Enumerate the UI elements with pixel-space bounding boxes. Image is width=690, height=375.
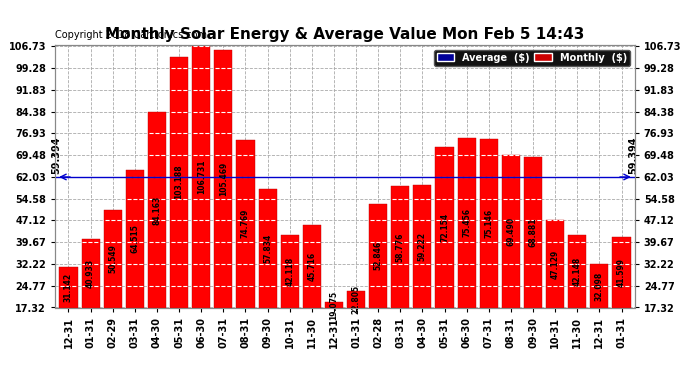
Bar [281, 235, 299, 308]
Text: 22.805: 22.805 [352, 285, 361, 314]
Text: 64.515: 64.515 [130, 224, 139, 253]
Bar [237, 140, 255, 308]
Bar [104, 210, 122, 308]
Text: 58.776: 58.776 [396, 232, 405, 262]
Text: 59.394: 59.394 [51, 136, 61, 174]
Text: 69.490: 69.490 [506, 217, 515, 246]
Text: 52.846: 52.846 [374, 241, 383, 270]
Text: 42.118: 42.118 [285, 256, 294, 286]
Bar [613, 237, 631, 308]
Text: 31.142: 31.142 [64, 273, 73, 302]
Bar [457, 138, 475, 308]
Bar [81, 238, 99, 308]
Title: Monthly Solar Energy & Average Value Mon Feb 5 14:43: Monthly Solar Energy & Average Value Mon… [106, 27, 584, 42]
Text: 68.881: 68.881 [529, 217, 538, 247]
Text: 59.222: 59.222 [418, 232, 427, 261]
Bar [391, 186, 409, 308]
Bar [480, 139, 498, 308]
Text: 19.075: 19.075 [329, 290, 338, 320]
Bar [170, 57, 188, 308]
Text: Copyright 2018 Cartronics.com: Copyright 2018 Cartronics.com [55, 30, 207, 40]
Legend: Average  ($), Monthly  ($): Average ($), Monthly ($) [434, 50, 630, 66]
Text: 106.731: 106.731 [197, 160, 206, 194]
Bar [215, 50, 233, 308]
Bar [369, 204, 387, 308]
Bar [568, 235, 586, 308]
Text: 57.834: 57.834 [263, 234, 272, 263]
Bar [59, 267, 77, 308]
Text: 45.716: 45.716 [307, 252, 316, 280]
Text: 74.769: 74.769 [241, 209, 250, 238]
Text: 40.933: 40.933 [86, 258, 95, 288]
Bar [325, 302, 343, 307]
Bar [413, 185, 431, 308]
Bar [347, 291, 365, 308]
Text: 84.163: 84.163 [152, 195, 161, 225]
Bar [591, 264, 609, 308]
Text: 41.599: 41.599 [617, 258, 626, 286]
Text: 59.394: 59.394 [629, 136, 639, 174]
Bar [148, 112, 166, 308]
Text: 47.129: 47.129 [551, 249, 560, 279]
Bar [259, 189, 277, 308]
Bar [435, 147, 453, 308]
Bar [192, 46, 210, 308]
Text: 72.154: 72.154 [440, 213, 449, 242]
Text: 50.549: 50.549 [108, 244, 117, 273]
Bar [524, 157, 542, 308]
Bar [502, 155, 520, 308]
Text: 75.146: 75.146 [484, 209, 493, 238]
Text: 42.148: 42.148 [573, 256, 582, 286]
Bar [546, 220, 564, 308]
Text: 32.098: 32.098 [595, 271, 604, 300]
Bar [303, 225, 321, 308]
Bar [126, 170, 144, 308]
Text: 105.469: 105.469 [219, 162, 228, 196]
Text: 103.188: 103.188 [175, 165, 184, 200]
Text: 75.456: 75.456 [462, 208, 471, 237]
